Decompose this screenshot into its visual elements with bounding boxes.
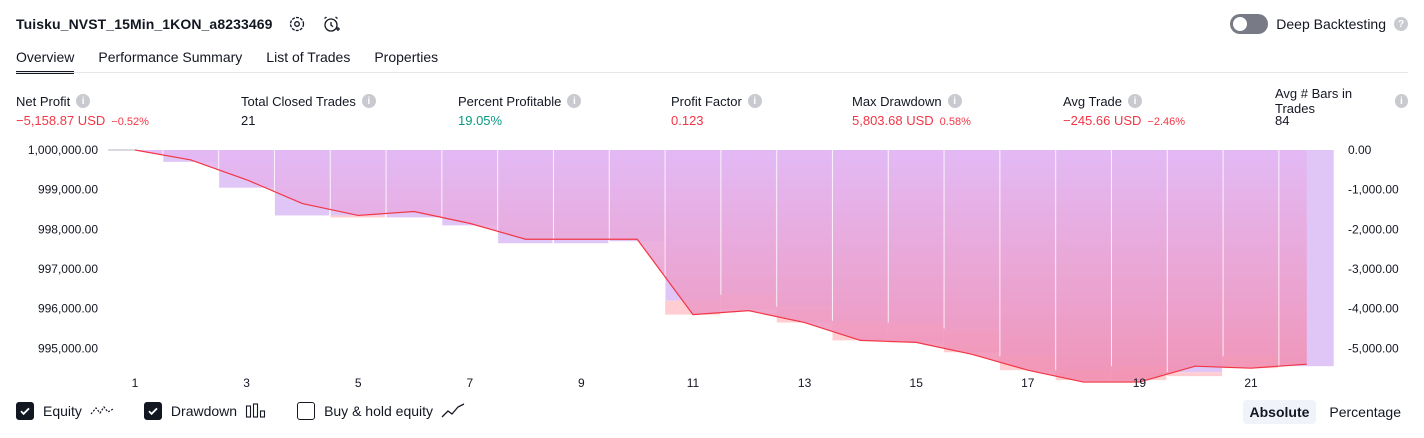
left-axis-tick-label: 997,000.00 — [38, 262, 98, 276]
x-axis-tick-label: 11 — [687, 376, 700, 390]
metric-label: Avg Trade — [1063, 93, 1123, 109]
tab-performance-summary[interactable]: Performance Summary — [98, 49, 243, 65]
tab-list-of-trades[interactable]: List of Trades — [266, 49, 351, 65]
x-axis-tick-label: 15 — [910, 376, 924, 390]
x-axis-tick-label: 7 — [466, 376, 473, 390]
metric-net-profit: Net Profit i −5,158.87 USD −0.52% — [16, 92, 149, 129]
tab-properties[interactable]: Properties — [374, 49, 439, 65]
metric-label: Total Closed Trades — [241, 93, 356, 109]
info-icon[interactable]: i — [567, 94, 582, 108]
add-alert-clock-icon[interactable] — [321, 14, 341, 34]
strategy-name: Tuisku_NVST_15Min_1KON_a8233469 — [16, 16, 273, 32]
metric-label: Avg # Bars in Trades — [1275, 86, 1353, 116]
x-axis-tick-label: 3 — [243, 376, 250, 390]
tab-divider — [16, 72, 1408, 73]
metric-profit-factor: Profit Factor i 0.123 — [671, 92, 762, 128]
metric-value: 0.123 — [671, 113, 704, 128]
metric-max-drawdown: Max Drawdown i 5,803.68 USD 0.58% — [852, 92, 971, 129]
metric-value: 21 — [241, 113, 256, 128]
strategy-header: Tuisku_NVST_15Min_1KON_a8233469 — [16, 12, 341, 36]
x-axis-tick-label: 19 — [1133, 376, 1147, 390]
metric-percent: −2.46% — [1147, 116, 1186, 128]
metric-value: 5,803.68 USD — [852, 113, 934, 128]
drawdown-label: Drawdown — [170, 403, 238, 419]
buy-hold-option[interactable]: Buy & hold equity — [297, 402, 465, 420]
info-icon[interactable]: i — [747, 94, 762, 108]
drawdown-peak-bar — [1167, 372, 1223, 377]
right-axis-tick-label: -3,000.00 — [1348, 262, 1399, 276]
equity-line — [134, 149, 1307, 383]
equity-label: Equity — [43, 403, 82, 419]
right-axis-tick-label: -1,000.00 — [1348, 183, 1399, 197]
metric-label: Percent Profitable — [458, 93, 562, 109]
info-icon[interactable]: i — [1394, 94, 1408, 108]
info-icon[interactable]: i — [947, 94, 962, 108]
drawdown-option[interactable]: Drawdown — [143, 402, 267, 420]
metric-avg-bars-in-trades: Avg # Bars in Trades i 84 — [1275, 86, 1408, 128]
left-axis-tick-label: 999,000.00 — [38, 183, 98, 197]
left-axis-tick-label: 1,000,000.00 — [28, 143, 98, 157]
metric-percent: 0.58% — [939, 116, 971, 128]
metric-value: −245.66 USD — [1063, 113, 1142, 128]
equity-drawdown-chart: 1,000,000.00 999,000.00 998,000.00 997,000.… — [28, 143, 1399, 390]
equity-wave-icon — [90, 403, 114, 419]
percentage-button[interactable]: Percentage — [1329, 404, 1401, 420]
left-axis-tick-label: 995,000.00 — [38, 341, 98, 355]
chart-options: Equity Drawdown Buy & hold equity — [16, 402, 495, 420]
x-axis-tick-label: 1 — [132, 376, 139, 390]
metric-value: 84 — [1275, 113, 1290, 128]
x-axis-tick-label: 13 — [798, 376, 812, 390]
right-axis-tick-label: -2,000.00 — [1348, 222, 1399, 236]
deep-backtesting-control: Deep Backtesting ? — [1230, 12, 1408, 36]
metric-value: 19.05% — [458, 113, 503, 128]
metric-avg-trade: Avg Trade i −245.66 USD −2.46% — [1063, 92, 1186, 129]
help-icon[interactable]: ? — [1394, 17, 1408, 31]
tab-overview[interactable]: Overview — [16, 46, 75, 74]
settings-gear-icon[interactable] — [287, 14, 307, 34]
metric-label: Max Drawdown — [852, 93, 942, 109]
x-axis-tick-label: 21 — [1244, 376, 1258, 390]
metric-percent-profitable: Percent Profitable i 19.05% — [458, 92, 582, 128]
metric-label: Profit Factor — [671, 93, 742, 109]
equity-checkbox[interactable] — [16, 402, 34, 420]
equity-option[interactable]: Equity — [16, 402, 114, 420]
info-icon[interactable]: i — [1128, 94, 1143, 108]
x-axis-tick-label: 17 — [1021, 376, 1035, 390]
metric-value: −5,158.87 USD — [16, 113, 106, 128]
drawdown-bars-icon — [245, 403, 267, 419]
deep-backtesting-toggle[interactable] — [1230, 14, 1269, 34]
right-axis-tick-label: 0.00 — [1348, 143, 1372, 157]
drawdown-checkbox[interactable] — [143, 402, 162, 420]
left-axis-tick-label: 996,000.00 — [38, 302, 98, 316]
drawdown-peak-bar — [330, 215, 386, 218]
x-axis-tick-label: 9 — [578, 376, 585, 390]
info-icon[interactable]: i — [361, 94, 376, 108]
metric-label: Net Profit — [16, 93, 71, 109]
right-axis-tick-label: -5,000.00 — [1348, 341, 1399, 355]
absolute-button[interactable]: Absolute — [1242, 400, 1317, 424]
x-axis-tick-label: 5 — [355, 376, 362, 390]
left-axis-tick-label: 998,000.00 — [38, 222, 98, 236]
deep-backtesting-label: Deep Backtesting — [1276, 16, 1386, 32]
buy-hold-line-icon — [441, 403, 465, 419]
right-axis-tick-label: -4,000.00 — [1348, 302, 1399, 316]
metric-percent: −0.52% — [111, 116, 149, 128]
metric-total-closed-trades: Total Closed Trades i 21 — [241, 92, 376, 128]
buy-hold-checkbox[interactable] — [297, 402, 316, 420]
value-mode-switch: Absolute Percentage — [1242, 400, 1409, 424]
info-icon[interactable]: i — [76, 94, 91, 108]
buy-hold-label: Buy & hold equity — [324, 403, 434, 419]
report-tabs: Overview Performance Summary List of Tra… — [16, 46, 438, 74]
metrics-row: Net Profit i −5,158.87 USD −0.52% Total Cl… — [16, 86, 1408, 132]
